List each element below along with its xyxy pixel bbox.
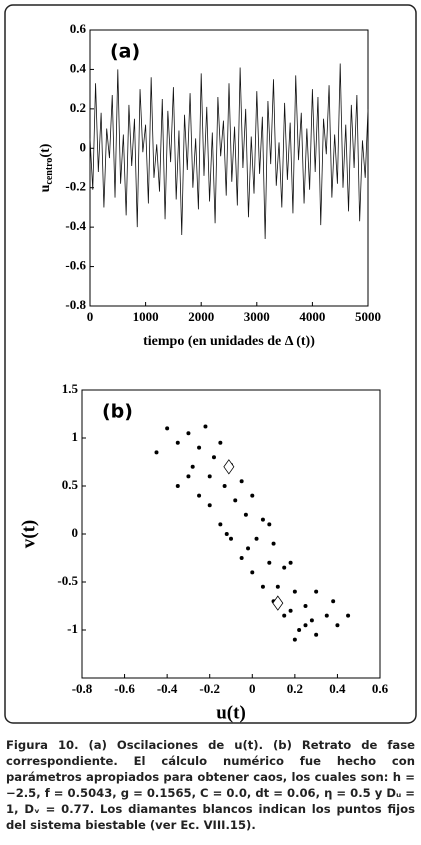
fixed-point — [272, 595, 284, 611]
x-tick-label: 3000 — [244, 309, 270, 324]
x-axis-label: u(t) — [216, 702, 246, 723]
x-tick-label: 0.4 — [329, 681, 346, 696]
y-tick-label: 1.5 — [62, 381, 79, 396]
point — [250, 570, 255, 575]
point — [243, 512, 248, 517]
y-tick-label: -0.2 — [65, 179, 86, 194]
point — [335, 623, 340, 628]
point — [186, 431, 191, 436]
figure-border — [4, 4, 417, 724]
plot-area — [89, 29, 369, 307]
point — [203, 424, 208, 429]
x-tick-label: 2000 — [188, 309, 214, 324]
point — [175, 484, 180, 488]
y-tick-label: -0.8 — [65, 297, 86, 312]
point — [275, 584, 280, 589]
point — [165, 426, 170, 431]
x-tick-label: 0 — [249, 681, 256, 696]
series-line — [89, 63, 369, 239]
point — [207, 474, 212, 479]
y-tick-label: -0.6 — [65, 258, 86, 273]
point — [297, 628, 302, 632]
point — [218, 440, 223, 445]
point — [292, 589, 297, 594]
point — [292, 637, 297, 642]
panel-label: (b) — [102, 401, 133, 423]
point — [154, 450, 159, 455]
y-tick-label: 0 — [80, 139, 87, 154]
y-tick-label: -0.4 — [65, 218, 86, 233]
point — [346, 613, 351, 618]
x-tick-label: -0.8 — [72, 681, 93, 696]
y-tick-label: 0.6 — [70, 21, 87, 36]
y-tick-label: 0.4 — [70, 60, 87, 75]
x-tick-label: 4000 — [299, 309, 325, 324]
point — [267, 560, 272, 565]
point — [282, 565, 287, 570]
point — [229, 536, 233, 541]
y-tick-label: -0.5 — [57, 573, 78, 588]
point — [211, 455, 216, 460]
point — [314, 589, 319, 594]
point — [186, 474, 191, 479]
point — [314, 632, 319, 637]
x-tick-label: -0.2 — [199, 681, 220, 696]
y-axis-label: ucentro(t) — [38, 143, 55, 192]
caption: Figura 10. (a) Oscilaciones de u(t). (b)… — [6, 738, 415, 832]
point — [197, 493, 202, 498]
y-axis-label-part: centro — [44, 158, 55, 185]
point — [331, 599, 336, 604]
point — [267, 522, 272, 527]
x-axis-label: tiempo (en unidades de Δ (t)) — [143, 334, 315, 349]
figure: -0.8 -0.6 -0.4 -0.2 0 0.2 0.4 0.6 0 1000 2000 3000 4… — [4, 4, 417, 724]
x-tick-label: 1000 — [133, 309, 159, 324]
point — [250, 493, 255, 498]
point — [218, 522, 223, 527]
point — [303, 604, 308, 608]
point — [175, 440, 180, 445]
y-axis-label-part: (t) — [38, 143, 53, 157]
x-tick-label: -0.6 — [114, 681, 135, 696]
y-tick-label: 0 — [72, 525, 79, 540]
point — [224, 532, 229, 536]
point — [260, 517, 265, 522]
point — [190, 464, 195, 469]
y-axis-label-part: u — [38, 184, 53, 192]
y-tick-label: 0.5 — [62, 477, 79, 492]
point — [197, 445, 202, 450]
point — [260, 584, 265, 589]
x-tick-label: 0.6 — [372, 681, 389, 696]
x-tick-label: 0 — [87, 309, 94, 324]
point — [288, 560, 293, 565]
x-tick-label: 0.2 — [287, 681, 303, 696]
panel-label: (a) — [110, 41, 140, 63]
point — [309, 618, 314, 623]
x-tick-label: -0.4 — [157, 681, 178, 696]
point — [233, 498, 238, 503]
point — [207, 503, 212, 508]
y-tick-label: 0.2 — [70, 100, 86, 115]
point — [254, 536, 259, 541]
point — [303, 623, 308, 628]
point — [324, 613, 329, 618]
point — [282, 613, 287, 618]
y-tick-label: 1 — [72, 429, 79, 444]
point — [288, 608, 293, 613]
point — [239, 479, 244, 484]
fixed-point — [223, 459, 235, 475]
x-tick-label: 5000 — [355, 309, 381, 324]
y-tick-label: -1 — [67, 621, 78, 636]
point — [271, 541, 276, 546]
plot-area — [81, 389, 381, 679]
point — [222, 484, 227, 488]
point — [239, 556, 244, 560]
y-axis-label: v(t) — [18, 520, 39, 548]
point — [246, 546, 251, 551]
